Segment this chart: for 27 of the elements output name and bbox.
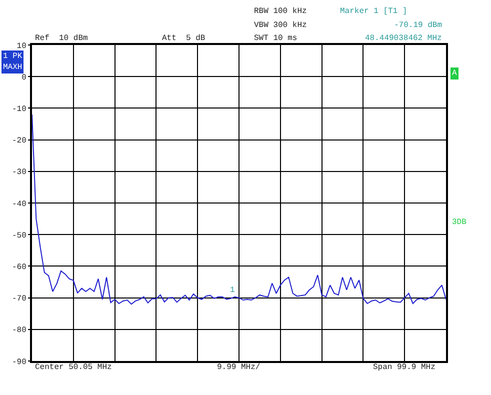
text: RBW 100 kHz xyxy=(254,7,308,16)
text: MAXH xyxy=(3,63,22,72)
text: 9.99 MHz/ xyxy=(217,363,260,372)
y-tick-label: -30 xyxy=(12,168,27,178)
text: VBW 300 kHz xyxy=(254,21,308,30)
text: Ref 10 dBm xyxy=(35,34,88,43)
y-tick-label: -20 xyxy=(12,136,27,146)
y-tick-label: -90 xyxy=(12,358,27,367)
y-tick-label: -80 xyxy=(12,326,27,336)
text: Marker 1 [T1 ] xyxy=(340,7,408,16)
text: 48.449038462 MHz xyxy=(365,34,442,43)
y-tick-label: -40 xyxy=(12,200,27,209)
text: 3DB xyxy=(452,218,467,227)
text: Center 50.05 MHz xyxy=(35,363,112,372)
y-tick-label: 10 xyxy=(16,42,27,51)
y-tick-label: -10 xyxy=(12,105,27,114)
text: -70.19 dBm xyxy=(394,21,442,30)
y-tick-label: 0 xyxy=(22,73,27,82)
y-tick-label: -50 xyxy=(12,231,27,240)
annotation: 1 xyxy=(230,286,235,295)
text: 1 PK xyxy=(3,52,22,61)
text: A xyxy=(452,69,457,78)
text: Span 99.9 MHz xyxy=(373,363,436,372)
y-tick-label: -70 xyxy=(12,294,27,304)
text: SWT 10 ms xyxy=(254,34,298,43)
text: Att 5 dB xyxy=(162,34,206,43)
y-tick-label: -60 xyxy=(12,263,27,272)
